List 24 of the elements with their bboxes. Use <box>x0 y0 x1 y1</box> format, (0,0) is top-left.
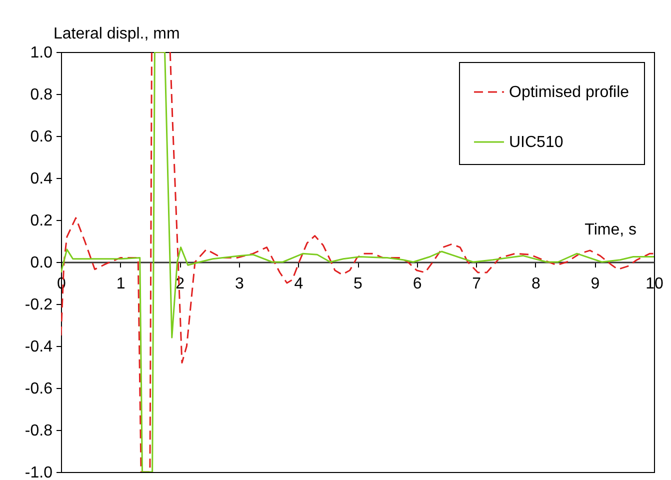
x-tick-label: 9 <box>590 276 600 292</box>
y-tick-label: -0.8 <box>24 422 53 440</box>
x-tick-label: 5 <box>354 276 363 292</box>
y-tick-label: -0.6 <box>24 380 53 398</box>
y-tick-label: -0.4 <box>24 338 53 356</box>
y-tick-label: -1.0 <box>24 464 53 480</box>
y-axis-title: Lateral displ., mm <box>54 26 180 42</box>
x-tick-label: 4 <box>294 276 304 292</box>
x-tick-label: 2 <box>176 276 185 292</box>
x-tick-label: 6 <box>412 276 422 292</box>
x-tick-label: 1 <box>116 276 126 292</box>
x-tick-label: 7 <box>472 276 482 292</box>
legend-label: UIC510 <box>509 134 564 151</box>
y-tick-label: 0.2 <box>30 212 53 230</box>
y-tick-label: 0.0 <box>30 254 53 272</box>
y-tick-label: 0.8 <box>30 86 53 104</box>
x-tick-label: 3 <box>234 276 244 292</box>
y-tick-label: 1.0 <box>30 44 53 62</box>
x-axis-title: Time, s <box>584 222 636 238</box>
x-tick-label: 8 <box>531 276 540 292</box>
y-tick-label: -0.2 <box>24 296 53 314</box>
y-tick-label: 0.4 <box>30 170 53 188</box>
y-tick-label: 0.6 <box>30 128 53 146</box>
legend-label: Optimised profile <box>509 84 630 101</box>
